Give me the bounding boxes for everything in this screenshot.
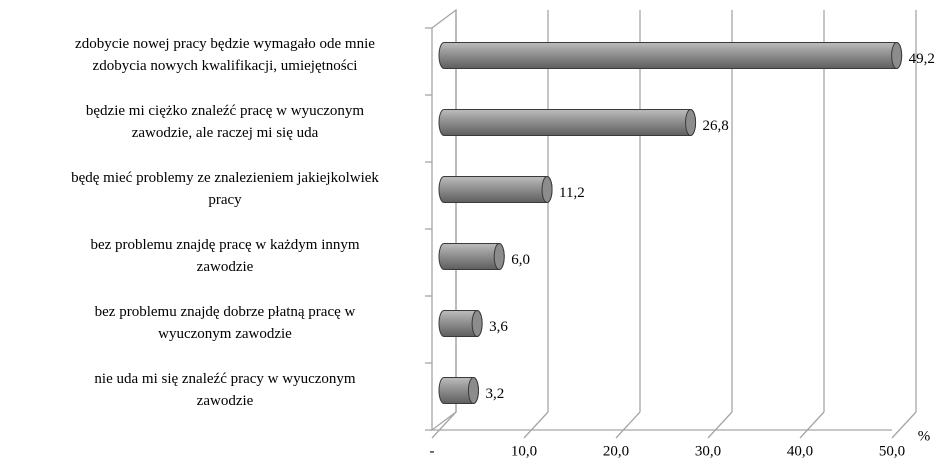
- grid-line: [523, 411, 549, 439]
- category-label: zawodzie: [197, 393, 254, 409]
- side-wall: [431, 8, 457, 432]
- category-label: bez problemu znajdę pracę w każdym innym: [90, 237, 359, 253]
- category-label: wyuczonym zawodzie: [158, 326, 292, 342]
- grid-line: [891, 411, 917, 439]
- value-label: 49,2: [909, 51, 935, 67]
- value-label: 3,2: [485, 386, 504, 402]
- category-label: zawodzie, ale raczej mi się uda: [132, 125, 319, 141]
- x-tick-label: 50,0: [879, 443, 905, 459]
- x-tick-label: 40,0: [787, 443, 813, 459]
- x-tick-label: 20,0: [603, 443, 629, 459]
- category-label: zawodzie: [197, 259, 254, 275]
- bar: [438, 310, 483, 337]
- category-label: będzie mi ciężko znaleźć pracę w wyuczon…: [86, 103, 365, 119]
- bar: [438, 176, 553, 203]
- grid-line: [707, 411, 733, 439]
- category-label: pracy: [208, 192, 242, 208]
- category-label: będę mieć problemy ze znalezieniem jakie…: [71, 170, 379, 186]
- bar: [438, 42, 903, 69]
- category-label: bez problemu znajdę dobrze płatną pracę …: [95, 304, 356, 320]
- category-label: zdobycia nowych kwalifikacji, umiejętnoś…: [93, 58, 358, 74]
- value-label: 6,0: [511, 252, 530, 268]
- x-axis-label: %: [918, 428, 931, 444]
- x-tick-label: -: [430, 443, 435, 459]
- value-label: 3,6: [489, 319, 508, 335]
- grid-line: [615, 411, 641, 439]
- grid-line: [431, 411, 457, 439]
- value-label: 26,8: [703, 118, 729, 134]
- bar: [438, 109, 697, 136]
- grid-line: [799, 411, 825, 439]
- x-tick-label: 10,0: [511, 443, 537, 459]
- bar: [438, 377, 479, 404]
- x-tick-label: 30,0: [695, 443, 721, 459]
- category-label: zdobycie nowej pracy będzie wymagało ode…: [75, 36, 375, 52]
- category-label: nie uda mi się znaleźć pracy w wyuczonym: [94, 371, 355, 387]
- bar: [438, 243, 505, 270]
- value-label: 11,2: [559, 185, 585, 201]
